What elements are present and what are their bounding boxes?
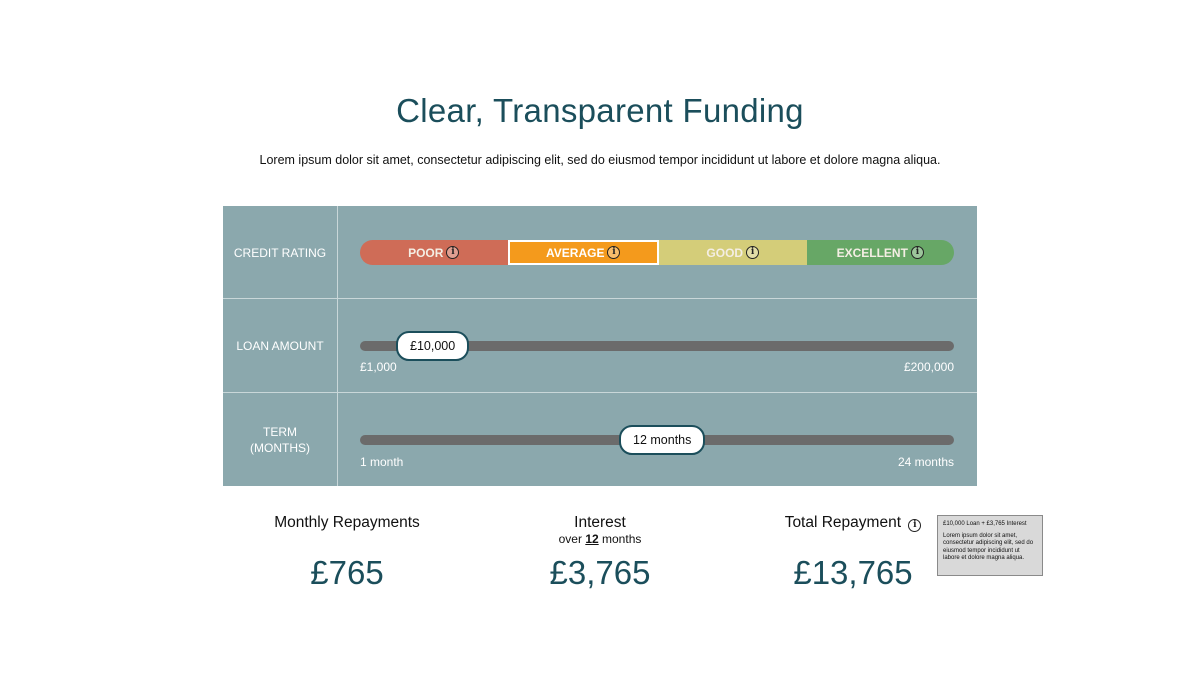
loan-amount-slider-track[interactable] (360, 341, 954, 351)
info-icon[interactable]: i (908, 519, 922, 532)
tooltip-body: Lorem ipsum dolor sit amet, consectetur … (943, 532, 1034, 562)
option-label: AVERAGE (546, 245, 605, 260)
credit-rating-option-poor[interactable]: POOR i (360, 240, 508, 265)
total-repayment-value: £13,765 (793, 554, 913, 591)
loan-amount-min-label: £1,000 (360, 360, 397, 374)
interest-note-suffix: months (602, 532, 642, 546)
credit-rating-label: CREDIT RATING (233, 246, 327, 260)
tooltip-heading: £10,000 Loan + £3,765 Interest (943, 521, 1027, 527)
credit-rating-selector: POOR i AVERAGE i GOOD i EXCELLENT i (360, 240, 954, 265)
row-divider (223, 298, 977, 299)
info-icon[interactable]: i (446, 246, 460, 259)
option-label: EXCELLENT (836, 245, 908, 260)
term-label-line: (MONTHS) (250, 441, 310, 455)
info-icon[interactable]: i (910, 246, 924, 259)
credit-rating-option-average[interactable]: AVERAGE i (507, 240, 659, 265)
term-label-line: TERM (263, 425, 297, 439)
total-repayment-label: Total Repayment i (752, 514, 954, 532)
page-subtitle: Lorem ipsum dolor sit amet, consectetur … (259, 153, 941, 167)
monthly-repayments-value: £765 (310, 554, 384, 591)
term-max-label: 24 months (897, 455, 954, 469)
credit-rating-option-good[interactable]: GOOD i (659, 240, 807, 265)
interest-value: £3,765 (549, 554, 651, 591)
interest-note-prefix: over (558, 532, 582, 546)
option-label: POOR (408, 245, 444, 260)
term-label: TERM (MONTHS) (223, 424, 337, 456)
loan-amount-label: LOAN AMOUNT (236, 339, 324, 353)
row-divider (223, 392, 977, 393)
loan-amount-max-label: £200,000 (903, 360, 954, 374)
interest-term-note: over 12 months (500, 532, 700, 546)
interest-label: Interest (574, 514, 626, 531)
column-divider (337, 206, 338, 486)
total-repayment-label-text: Total Repayment (784, 514, 901, 531)
calculator-panel: CREDIT RATING POOR i AVERAGE i GOOD i EX… (223, 206, 977, 486)
interest-note-months: 12 (585, 532, 599, 546)
total-repayment-tooltip: £10,000 Loan + £3,765 Interest Lorem ips… (937, 515, 1043, 576)
term-slider-thumb[interactable]: 12 months (619, 425, 706, 455)
info-icon[interactable]: i (746, 246, 760, 259)
credit-rating-option-excellent[interactable]: EXCELLENT i (806, 240, 954, 265)
monthly-repayments-label: Monthly Repayments (274, 514, 420, 531)
loan-amount-slider-thumb[interactable]: £10,000 (396, 331, 470, 361)
info-icon[interactable]: i (607, 246, 621, 259)
page-title: Clear, Transparent Funding (396, 92, 804, 129)
term-min-label: 1 month (360, 455, 404, 469)
option-label: GOOD (706, 245, 744, 260)
